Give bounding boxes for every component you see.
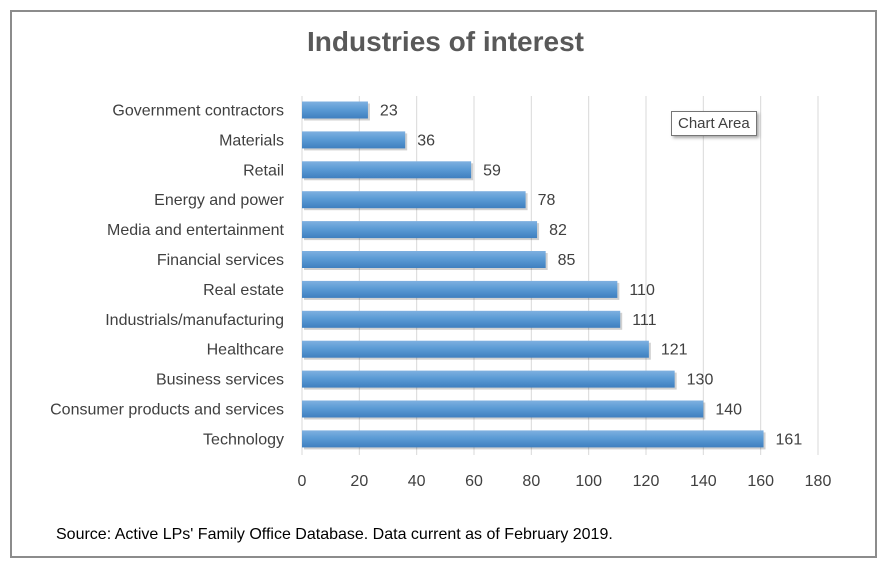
category-label: Retail <box>243 162 284 179</box>
category-label: Business services <box>156 372 284 389</box>
x-tick-label: 80 <box>522 473 540 490</box>
x-tick-label: 0 <box>298 473 307 490</box>
bar[interactable] <box>302 310 621 328</box>
bar[interactable] <box>302 101 368 119</box>
category-label: Energy and power <box>154 192 285 209</box>
category-label: Materials <box>219 132 284 149</box>
x-tick-label: 180 <box>805 473 832 490</box>
chart-title: Industries of interest <box>307 26 584 57</box>
x-tick-label: 120 <box>633 473 660 490</box>
data-label: 82 <box>549 222 567 239</box>
category-label: Real estate <box>203 282 284 299</box>
data-label: 111 <box>632 312 656 329</box>
bars <box>302 101 766 450</box>
data-label: 23 <box>380 103 398 120</box>
bar[interactable] <box>302 221 538 239</box>
x-tick-label: 160 <box>747 473 774 490</box>
category-label: Media and entertainment <box>107 222 285 239</box>
x-tick-label: 140 <box>690 473 717 490</box>
bar[interactable] <box>302 430 764 448</box>
category-label: Financial services <box>157 252 284 269</box>
gridlines <box>301 96 819 455</box>
data-label: 36 <box>417 132 435 149</box>
bar[interactable] <box>302 131 406 149</box>
data-label: 59 <box>483 162 501 179</box>
x-tick-label: 100 <box>575 473 602 490</box>
bar[interactable] <box>302 251 546 268</box>
bar[interactable] <box>302 280 618 298</box>
category-label: Consumer products and services <box>50 402 284 419</box>
data-label: 140 <box>715 402 742 419</box>
x-tick-label: 60 <box>465 473 483 490</box>
data-label: 110 <box>629 282 655 299</box>
category-label: Healthcare <box>207 342 284 359</box>
source-note: Source: Active LPs' Family Office Databa… <box>56 526 613 543</box>
x-axis-tick-labels: 0 20 40 60 80 100 120 140 160 180 <box>298 473 832 490</box>
chart-area-tooltip: Chart Area <box>671 111 757 136</box>
category-label: Government contractors <box>112 103 284 120</box>
data-label: 85 <box>558 252 576 269</box>
category-labels: Government contractors Materials Retail Ene… <box>50 103 285 449</box>
bar[interactable] <box>302 161 472 179</box>
bar[interactable] <box>302 400 704 418</box>
data-label: 161 <box>776 431 803 448</box>
category-label: Technology <box>203 431 284 448</box>
bar[interactable] <box>302 370 675 388</box>
data-label: 78 <box>538 192 556 209</box>
data-label: 130 <box>687 372 714 389</box>
x-tick-label: 40 <box>408 473 426 490</box>
data-label: 121 <box>661 342 688 359</box>
bar[interactable] <box>302 340 649 358</box>
x-tick-label: 20 <box>350 473 368 490</box>
category-label: Industrials/manufacturing <box>105 312 284 329</box>
bar[interactable] <box>302 191 526 209</box>
